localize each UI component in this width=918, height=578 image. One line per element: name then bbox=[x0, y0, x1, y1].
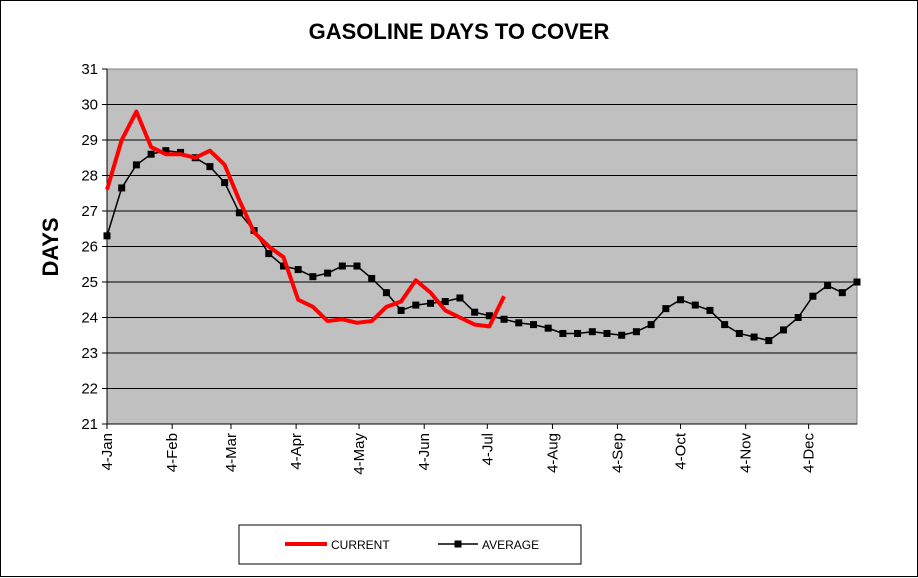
average-point bbox=[382, 289, 390, 297]
x-tick-label: 4-Jul bbox=[479, 433, 496, 466]
average-point bbox=[118, 184, 126, 192]
average-point bbox=[441, 298, 449, 306]
average-point bbox=[206, 163, 214, 171]
average-point bbox=[515, 319, 523, 327]
average-point bbox=[779, 326, 787, 334]
x-tick-label: 4-Dec bbox=[801, 433, 818, 474]
chart-title: GASOLINE DAYS TO COVER bbox=[309, 19, 610, 44]
x-axis: 4-Jan 4-Feb 4-Mar 4-Apr 4-May 4-Jun 4-Jul 4-Aug… bbox=[99, 423, 857, 475]
average-point bbox=[279, 262, 287, 270]
average-point bbox=[809, 292, 817, 300]
average-point bbox=[162, 147, 170, 155]
legend-current-label: CURRENT bbox=[331, 538, 390, 552]
series-average-line bbox=[106, 149, 858, 342]
y-tick-label: 27 bbox=[81, 203, 98, 220]
average-point bbox=[338, 262, 346, 270]
average-point bbox=[632, 328, 640, 336]
average-point bbox=[529, 321, 537, 329]
series-layer bbox=[103, 109, 861, 345]
legend: CURRENT AVERAGE bbox=[238, 524, 582, 565]
x-tick-label: 4-Jan bbox=[99, 433, 116, 471]
average-point bbox=[662, 305, 670, 313]
x-tick-label: 4-Feb bbox=[164, 433, 181, 472]
average-point bbox=[677, 296, 685, 304]
average-point bbox=[559, 329, 567, 337]
x-tick-label: 4-Jun bbox=[416, 433, 433, 471]
y-tick-label: 24 bbox=[81, 310, 98, 327]
grid-lines bbox=[107, 104, 857, 389]
y-tick-label: 31 bbox=[81, 61, 98, 78]
y-tick-label: 21 bbox=[81, 416, 98, 433]
legend-average-marker bbox=[454, 540, 462, 548]
y-tick-label: 29 bbox=[81, 132, 98, 149]
average-point bbox=[574, 329, 582, 337]
y-axis-label: DAYS bbox=[38, 217, 63, 276]
average-point bbox=[691, 301, 699, 309]
y-tick-label: 25 bbox=[81, 274, 98, 291]
average-point bbox=[603, 329, 611, 337]
average-point bbox=[456, 294, 464, 302]
x-tick-label: 4-Apr bbox=[288, 433, 305, 470]
average-point bbox=[147, 150, 155, 158]
x-tick-label: 4-Aug bbox=[544, 433, 561, 473]
x-tick-label: 4-Oct bbox=[673, 432, 690, 470]
average-point bbox=[324, 269, 332, 277]
average-point bbox=[471, 308, 479, 316]
average-point bbox=[618, 331, 626, 339]
average-point bbox=[588, 328, 596, 336]
y-tick-label: 28 bbox=[81, 168, 98, 185]
average-point bbox=[794, 314, 802, 321]
average-point bbox=[353, 262, 361, 270]
y-tick-label: 22 bbox=[81, 381, 98, 398]
average-point bbox=[824, 282, 832, 290]
x-tick-label: 4-May bbox=[351, 433, 368, 475]
average-point bbox=[368, 274, 376, 282]
average-point bbox=[838, 289, 846, 297]
average-point bbox=[485, 312, 493, 320]
average-point bbox=[853, 278, 861, 286]
x-tick-label: 4-Sep bbox=[609, 433, 626, 473]
average-point bbox=[103, 232, 111, 240]
average-point bbox=[544, 324, 552, 332]
y-tick-label: 30 bbox=[81, 97, 98, 114]
x-tick-label: 4-Mar bbox=[223, 433, 240, 472]
y-axis: 21 22 23 24 25 26 27 28 29 30 31 bbox=[81, 61, 108, 433]
average-point bbox=[221, 179, 229, 187]
average-point bbox=[412, 301, 420, 309]
y-tick-label: 23 bbox=[81, 345, 98, 362]
average-point bbox=[750, 333, 758, 341]
average-point bbox=[235, 209, 243, 217]
average-point bbox=[132, 161, 140, 169]
average-point bbox=[500, 315, 508, 323]
average-point bbox=[427, 299, 435, 307]
legend-average-label: AVERAGE bbox=[482, 538, 539, 552]
x-tick-label: 4-Nov bbox=[738, 433, 755, 474]
average-point bbox=[397, 306, 405, 314]
series-current-line bbox=[105, 109, 506, 329]
average-point bbox=[721, 321, 729, 329]
y-tick-label: 26 bbox=[81, 239, 98, 256]
average-point bbox=[706, 306, 714, 314]
average-point bbox=[735, 329, 743, 337]
average-point bbox=[265, 250, 273, 258]
average-point bbox=[647, 321, 655, 329]
average-point bbox=[765, 337, 773, 345]
average-point bbox=[309, 273, 317, 281]
average-point bbox=[294, 266, 302, 274]
